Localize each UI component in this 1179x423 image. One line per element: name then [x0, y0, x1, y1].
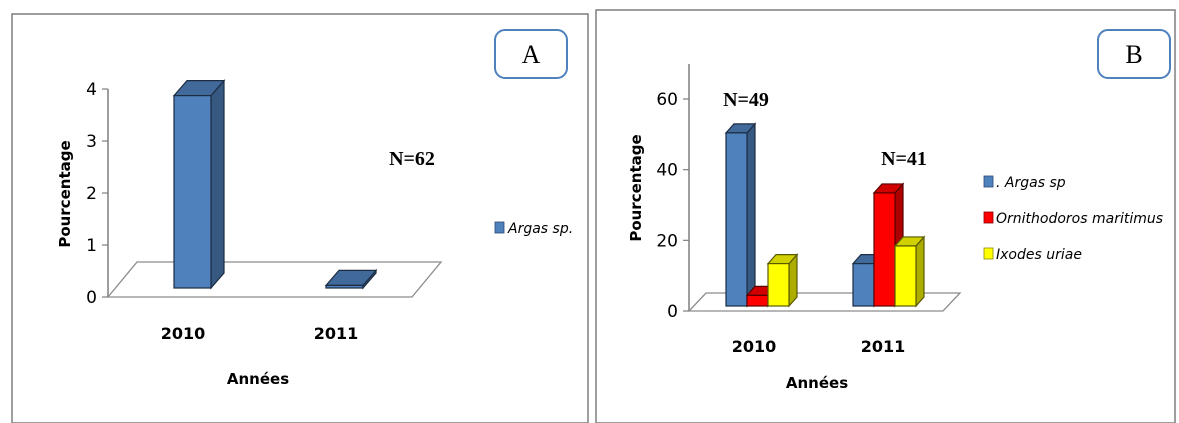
panel-b-x-axis-label: Années — [786, 374, 848, 392]
panel-b-n-annotation-2011: N=41 — [881, 148, 927, 170]
panel-a-floor — [106, 261, 443, 298]
panel-b-y-tick-label-0: 0 — [667, 302, 678, 322]
panel-b-y-axis-label: Pourcentage — [627, 134, 645, 241]
panel-a-bar-2010 — [172, 78, 226, 290]
panel-a-legend-label: Argas sp. — [507, 221, 573, 237]
panel-a-xtick-2011: 2011 — [314, 324, 359, 343]
panel-b-legend: . Argas sp Ornithodoros maritimus Ixodes… — [983, 175, 1163, 263]
panel-a-x-axis-label: Années — [227, 370, 289, 388]
panel-a-y-tick-label-1: 1 — [86, 236, 97, 256]
panel-b-legend-swatch-argas — [983, 175, 994, 188]
panel-b-n-annotation-2010: N=49 — [723, 89, 769, 111]
panel-b-bar-2010-s0 — [724, 122, 757, 308]
panel-a-bar-2010-side — [210, 78, 225, 290]
panel-a-legend-swatch — [494, 221, 505, 234]
panel-a-bar-2011-front — [325, 284, 364, 289]
panel-a-bar-2010-front — [173, 94, 212, 289]
panel-b-letter: B — [1125, 40, 1142, 69]
panel-a-bars — [172, 78, 378, 290]
panel-b-bar-2010-s1-front — [746, 294, 769, 307]
panel-b-letter-box — [1097, 29, 1171, 79]
panel-b-legend-label-ornithodoros: Ornithodoros maritimus — [996, 211, 1163, 227]
panel-b-xtick-2011: 2011 — [861, 337, 906, 356]
panel-b-bar-2011-s2-side — [915, 235, 925, 308]
panel-b-bar-2010-s0-front — [725, 132, 748, 307]
panel-a-letter-box — [494, 29, 568, 79]
panel-a-y-tick-label-3: 3 — [86, 132, 97, 152]
panel-b-bar-2011-s0-front — [852, 263, 875, 307]
panel-a-n-annotation: N=62 — [389, 148, 435, 170]
panel-b-bar-2011-s1-front — [873, 192, 896, 307]
panel-a-y-tick-label-2: 2 — [86, 184, 97, 204]
panel-a: A 0 1 2 3 4 2010 2011 Années Pourcentage N=6… — [11, 13, 589, 423]
panel-b-bar-2010-s0-side — [746, 122, 756, 308]
panel-a-legend: Argas sp. — [494, 221, 573, 237]
panel-a-bar-2011 — [324, 268, 378, 290]
panel-b-legend-swatch-ixodes — [983, 247, 994, 260]
panel-b: B 0 20 40 60 2010 2011 Années Pourcentage N… — [595, 9, 1176, 423]
panel-b-y-tick-label-1: 20 — [656, 231, 678, 251]
panel-b-floor — [687, 292, 962, 312]
panel-b-y-tick-label-2: 40 — [656, 161, 678, 181]
panel-b-bar-2010-s2-front — [767, 263, 790, 307]
panel-b-legend-swatch-ornithodoros — [983, 211, 994, 224]
panel-b-bar-2010-s2 — [766, 253, 799, 308]
panel-a-y-tick-label-4: 4 — [86, 80, 97, 100]
panel-a-y-axis-label: Pourcentage — [56, 140, 74, 247]
panel-a-y-tick-label-0: 0 — [86, 288, 97, 308]
panel-b-legend-label-argas: . Argas sp — [996, 175, 1066, 191]
panel-a-letter: A — [522, 40, 541, 69]
panel-b-xtick-2010: 2010 — [732, 337, 777, 356]
panel-b-y-tick-label-3: 60 — [656, 90, 678, 110]
panel-a-xtick-2010: 2010 — [161, 324, 206, 343]
panel-a-y-ticks: 0 1 2 3 4 — [86, 80, 108, 308]
panel-b-y-ticks: 0 20 40 60 — [656, 90, 689, 322]
panel-b-legend-label-ixodes: Ixodes uriae — [996, 247, 1082, 263]
panel-b-bars — [724, 122, 926, 308]
panel-b-bar-2011-s2-front — [894, 245, 917, 307]
panel-b-bar-2011-s2 — [893, 235, 926, 308]
